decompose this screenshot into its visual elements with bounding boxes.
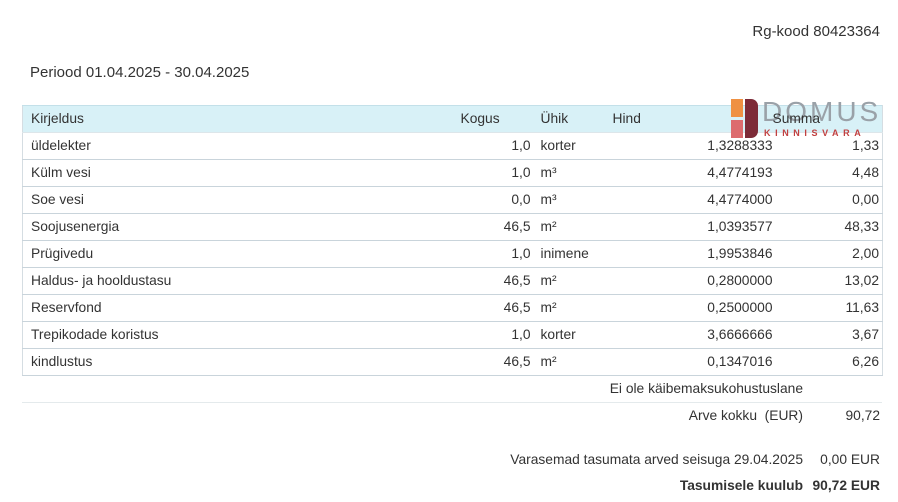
cell-uhik: m³: [532, 159, 613, 187]
cell-summa: 11,63: [772, 294, 883, 322]
logo-pink-square: [731, 120, 743, 138]
cell-uhik: m²: [532, 267, 613, 295]
cell-hind: 0,2800000: [612, 267, 773, 295]
previous-unpaid-value: 0,00 EUR: [820, 452, 880, 467]
invoice-total-value: 90,72: [845, 408, 880, 423]
charges-table: Kirjeldus Kogus Ühik Hind Summa üldelekt…: [22, 105, 883, 376]
cell-uhik: korter: [532, 132, 613, 160]
cell-kogus: 46,5: [460, 267, 533, 295]
invoice-body: DOMUS KINNISVARA Kirjeldus Kogus Ühik Hi…: [22, 97, 883, 499]
table-row: Soe vesi 0,0 m³ 4,4774000 0,00: [22, 186, 883, 214]
logo-orange-square: [731, 99, 743, 117]
cell-summa: 6,26: [772, 348, 883, 376]
column-header-uhik: Ühik: [532, 105, 613, 133]
amount-due-value: 90,72 EUR: [812, 478, 881, 493]
table-row: üldelekter 1,0 korter 1,3288333 1,33: [22, 132, 883, 160]
cell-hind: 1,0393577: [612, 213, 773, 241]
table-body: üldelekter 1,0 korter 1,3288333 1,33 Kül…: [22, 132, 883, 376]
cell-kogus: 1,0: [460, 159, 533, 187]
registry-code: Rg-kood 80423364: [752, 23, 880, 40]
cell-uhik: m²: [532, 294, 613, 322]
cell-kirjeldus: Soe vesi: [22, 186, 461, 214]
cell-hind: 4,4774000: [612, 186, 773, 214]
logo-maroon-bar: [745, 99, 758, 138]
column-header-kirjeldus: Kirjeldus: [22, 105, 461, 133]
cell-kirjeldus: Prügivedu: [22, 240, 461, 268]
table-row: Trepikodade koristus 1,0 korter 3,666666…: [22, 321, 883, 349]
amount-due-row: Tasumisele kuulub 90,72 EUR: [22, 473, 882, 499]
cell-kogus: 0,0: [460, 186, 533, 214]
cell-summa: 48,33: [772, 213, 883, 241]
table-row: Külm vesi 1,0 m³ 4,4774193 4,48: [22, 159, 883, 187]
vat-note-value-spacer: [803, 376, 882, 402]
cell-hind: 0,1347016: [612, 348, 773, 376]
vat-note: Ei ole käibemaksukohustuslane: [609, 381, 803, 396]
cell-kirjeldus: Soojusenergia: [22, 213, 461, 241]
cell-kogus: 46,5: [460, 294, 533, 322]
cell-uhik: korter: [532, 321, 613, 349]
table-row: Reservfond 46,5 m² 0,2500000 11,63: [22, 294, 883, 322]
cell-kirjeldus: Reservfond: [22, 294, 461, 322]
cell-uhik: m²: [532, 213, 613, 241]
cell-kirjeldus: Trepikodade koristus: [22, 321, 461, 349]
cell-hind: 0,2500000: [612, 294, 773, 322]
previous-unpaid-row: Varasemad tasumata arved seisuga 29.04.2…: [22, 447, 882, 473]
logo-name: DOMUS: [762, 96, 882, 127]
cell-summa: 0,00: [772, 186, 883, 214]
amount-due-label: Tasumisele kuulub: [679, 478, 803, 493]
cell-kirjeldus: kindlustus: [22, 348, 461, 376]
cell-kogus: 1,0: [460, 321, 533, 349]
table-header-row: Kirjeldus Kogus Ühik Hind Summa: [22, 105, 883, 133]
cell-summa: 3,67: [772, 321, 883, 349]
domus-logo-icon: [731, 99, 759, 138]
domus-logo: DOMUS KINNISVARA: [731, 97, 883, 141]
cell-uhik: m²: [532, 348, 613, 376]
cell-kirjeldus: Haldus- ja hooldustasu: [22, 267, 461, 295]
table-row: Soojusenergia 46,5 m² 1,0393577 48,33: [22, 213, 883, 241]
cell-summa: 13,02: [772, 267, 883, 295]
cell-hind: 4,4774193: [612, 159, 773, 187]
cell-hind: 3,6666666: [612, 321, 773, 349]
invoice-total-row: Arve kokku (EUR) 90,72: [22, 403, 882, 429]
cell-hind: 1,9953846: [612, 240, 773, 268]
cell-uhik: inimene: [532, 240, 613, 268]
cell-summa: 2,00: [772, 240, 883, 268]
cell-kogus: 46,5: [460, 348, 533, 376]
cell-uhik: m³: [532, 186, 613, 214]
period-label: Periood 01.04.2025 - 30.04.2025: [30, 64, 250, 81]
vat-note-row: Ei ole käibemaksukohustuslane: [22, 376, 882, 403]
invoice-total-label: Arve kokku (EUR): [688, 408, 803, 423]
table-row: Haldus- ja hooldustasu 46,5 m² 0,2800000…: [22, 267, 883, 295]
cell-kogus: 1,0: [460, 132, 533, 160]
cell-summa: 4,48: [772, 159, 883, 187]
cell-kogus: 46,5: [460, 213, 533, 241]
column-header-summa: Summa: [772, 105, 883, 133]
cell-kirjeldus: Külm vesi: [22, 159, 461, 187]
cell-kirjeldus: üldelekter: [22, 132, 461, 160]
table-row: Prügivedu 1,0 inimene 1,9953846 2,00: [22, 240, 883, 268]
cell-summa: 1,33: [772, 132, 883, 160]
logo-subtitle: KINNISVARA: [764, 128, 866, 138]
table-row: kindlustus 46,5 m² 0,1347016 6,26: [22, 348, 883, 376]
column-header-kogus: Kogus: [460, 105, 533, 133]
previous-unpaid-label: Varasemad tasumata arved seisuga 29.04.2…: [510, 452, 803, 467]
cell-kogus: 1,0: [460, 240, 533, 268]
